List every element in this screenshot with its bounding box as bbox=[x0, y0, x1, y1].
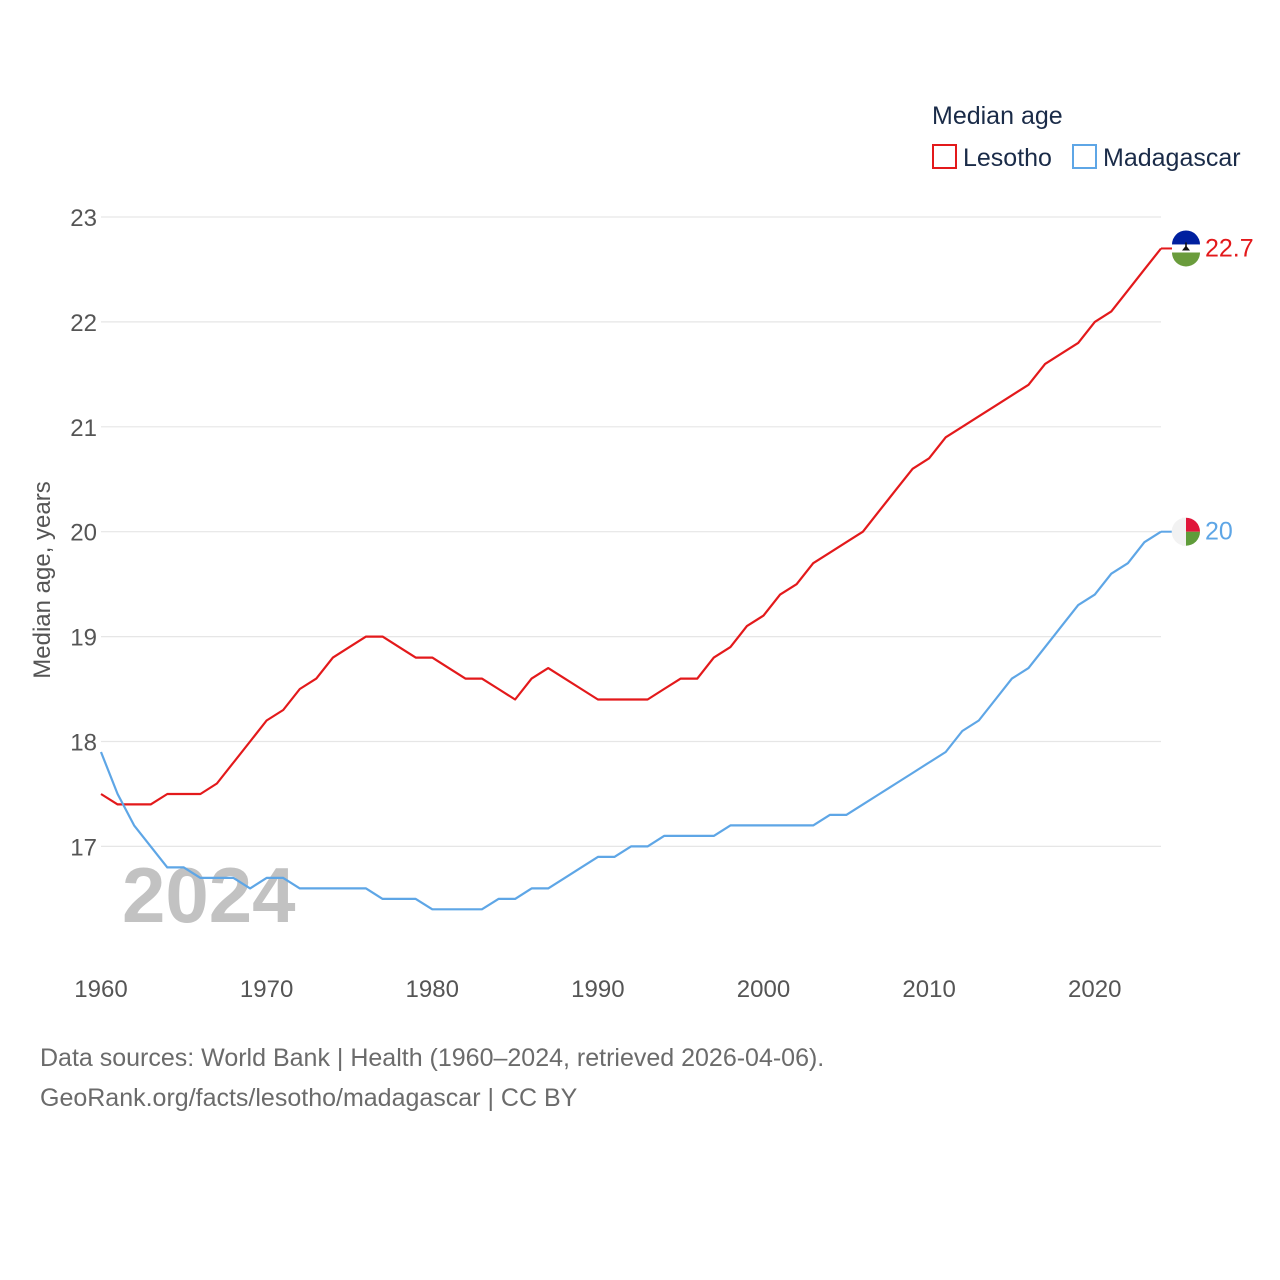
x-tick-label: 2000 bbox=[737, 976, 790, 1003]
series-line-madagascar[interactable] bbox=[99, 530, 1162, 911]
legend-label-lesotho: Lesotho bbox=[963, 144, 1052, 172]
x-tick-label: 1970 bbox=[240, 976, 293, 1003]
series-line-lesotho[interactable] bbox=[100, 247, 1162, 806]
legend-swatch-lesotho bbox=[932, 144, 957, 169]
y-axis-ticks: 17 18 19 20 21 22 23 bbox=[70, 205, 97, 861]
end-value-label-lesotho: 22.7 bbox=[1205, 234, 1254, 262]
y-tick-label: 18 bbox=[70, 730, 97, 757]
lesotho-flag-icon bbox=[1172, 230, 1200, 267]
y-axis-title: Median age, years bbox=[29, 481, 56, 678]
data-sources-note: Data sources: World Bank | Health (1960–… bbox=[40, 1044, 825, 1072]
legend-item-lesotho[interactable]: Lesotho bbox=[932, 144, 1052, 172]
x-tick-label: 1990 bbox=[571, 976, 624, 1003]
legend-label-madagascar: Madagascar bbox=[1103, 144, 1241, 172]
x-tick-label: 1980 bbox=[406, 976, 459, 1003]
year-watermark: 2024 bbox=[122, 851, 296, 939]
legend-title: Median age bbox=[932, 102, 1063, 130]
y-tick-label: 22 bbox=[70, 310, 97, 337]
y-tick-label: 17 bbox=[70, 834, 97, 861]
madagascar-flag-icon bbox=[1171, 517, 1200, 546]
x-tick-label: 1960 bbox=[74, 976, 127, 1003]
series-lines bbox=[99, 247, 1162, 911]
x-tick-label: 2020 bbox=[1068, 976, 1121, 1003]
y-tick-label: 23 bbox=[70, 205, 97, 232]
y-tick-label: 19 bbox=[70, 625, 97, 652]
attribution-link[interactable]: GeoRank.org/facts/lesotho/madagascar | C… bbox=[40, 1084, 578, 1112]
x-axis-ticks: 1960 1970 1980 1990 2000 2010 2020 bbox=[74, 976, 1121, 1003]
y-tick-label: 20 bbox=[70, 520, 97, 547]
grid-lines bbox=[101, 216, 1161, 848]
legend-item-madagascar[interactable]: Madagascar bbox=[1072, 144, 1241, 172]
legend-swatch-madagascar bbox=[1072, 144, 1097, 169]
x-tick-label: 2010 bbox=[902, 976, 955, 1003]
y-tick-label: 21 bbox=[70, 415, 97, 442]
legend: Median age Lesotho Madagascar bbox=[932, 102, 1241, 172]
end-labels: 22.7 20 bbox=[1161, 230, 1254, 546]
end-value-label-madagascar: 20 bbox=[1205, 518, 1233, 546]
